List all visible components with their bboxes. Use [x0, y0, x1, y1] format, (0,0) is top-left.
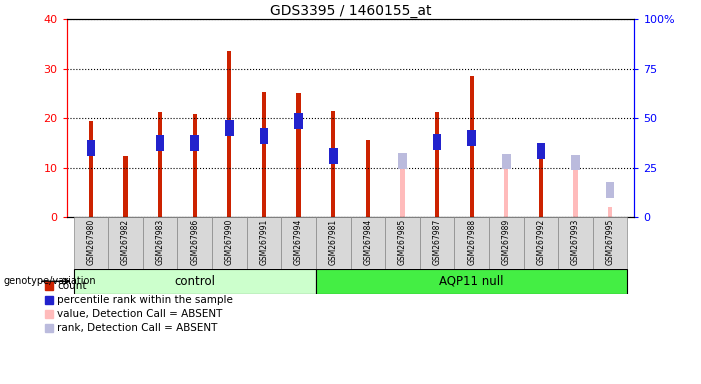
Bar: [259, 128, 268, 144]
Text: GSM267985: GSM267985: [398, 218, 407, 265]
Bar: [331, 111, 335, 217]
Text: GSM267988: GSM267988: [467, 218, 476, 265]
Bar: [45, 296, 53, 304]
Text: GSM267989: GSM267989: [502, 218, 511, 265]
Bar: [433, 134, 442, 150]
Bar: [262, 93, 266, 217]
Bar: [294, 113, 303, 129]
Bar: [420, 217, 454, 269]
Bar: [398, 153, 407, 169]
Bar: [606, 182, 615, 198]
Text: GSM267981: GSM267981: [329, 218, 338, 265]
Text: genotype/variation: genotype/variation: [4, 276, 96, 286]
Text: control: control: [174, 275, 215, 288]
Bar: [158, 112, 162, 217]
Bar: [366, 140, 370, 217]
Bar: [470, 76, 474, 217]
Bar: [193, 114, 197, 217]
Bar: [489, 217, 524, 269]
Text: GSM267980: GSM267980: [86, 218, 95, 265]
Bar: [143, 217, 177, 269]
Bar: [74, 217, 108, 269]
Bar: [123, 156, 128, 217]
Text: GSM267987: GSM267987: [433, 218, 442, 265]
Text: GSM267991: GSM267991: [259, 218, 268, 265]
Bar: [502, 154, 510, 169]
Text: GSM267990: GSM267990: [225, 218, 234, 265]
Bar: [74, 269, 316, 294]
Bar: [108, 217, 143, 269]
Text: GSM267995: GSM267995: [606, 218, 615, 265]
Bar: [212, 217, 247, 269]
Text: count: count: [57, 281, 86, 291]
Text: GSM267983: GSM267983: [156, 218, 165, 265]
Bar: [225, 120, 233, 136]
Bar: [385, 217, 420, 269]
Bar: [539, 144, 543, 217]
Bar: [316, 217, 350, 269]
Bar: [524, 217, 558, 269]
Bar: [608, 207, 612, 217]
Text: rank, Detection Call = ABSENT: rank, Detection Call = ABSENT: [57, 323, 217, 333]
Bar: [156, 135, 165, 151]
Bar: [468, 130, 476, 146]
Bar: [297, 93, 301, 217]
Bar: [247, 217, 281, 269]
Bar: [558, 217, 593, 269]
Bar: [316, 269, 627, 294]
Bar: [504, 167, 508, 217]
Bar: [45, 324, 53, 332]
Bar: [45, 310, 53, 318]
Bar: [191, 135, 199, 151]
Bar: [536, 143, 545, 159]
Bar: [227, 51, 231, 217]
Bar: [45, 282, 53, 290]
Bar: [177, 217, 212, 269]
Bar: [350, 217, 385, 269]
Text: value, Detection Call = ABSENT: value, Detection Call = ABSENT: [57, 309, 222, 319]
Bar: [281, 217, 316, 269]
Text: GSM267984: GSM267984: [363, 218, 372, 265]
Bar: [329, 148, 337, 164]
Title: GDS3395 / 1460155_at: GDS3395 / 1460155_at: [270, 4, 431, 18]
Text: GSM267982: GSM267982: [121, 218, 130, 265]
Text: percentile rank within the sample: percentile rank within the sample: [57, 295, 233, 305]
Bar: [593, 217, 627, 269]
Text: GSM267993: GSM267993: [571, 218, 580, 265]
Bar: [89, 121, 93, 217]
Bar: [435, 112, 439, 217]
Text: AQP11 null: AQP11 null: [440, 275, 504, 288]
Bar: [454, 217, 489, 269]
Bar: [86, 140, 95, 156]
Bar: [571, 155, 580, 170]
Text: GSM267986: GSM267986: [190, 218, 199, 265]
Bar: [400, 167, 404, 217]
Text: GSM267994: GSM267994: [294, 218, 303, 265]
Bar: [573, 165, 578, 217]
Text: GSM267992: GSM267992: [536, 218, 545, 265]
